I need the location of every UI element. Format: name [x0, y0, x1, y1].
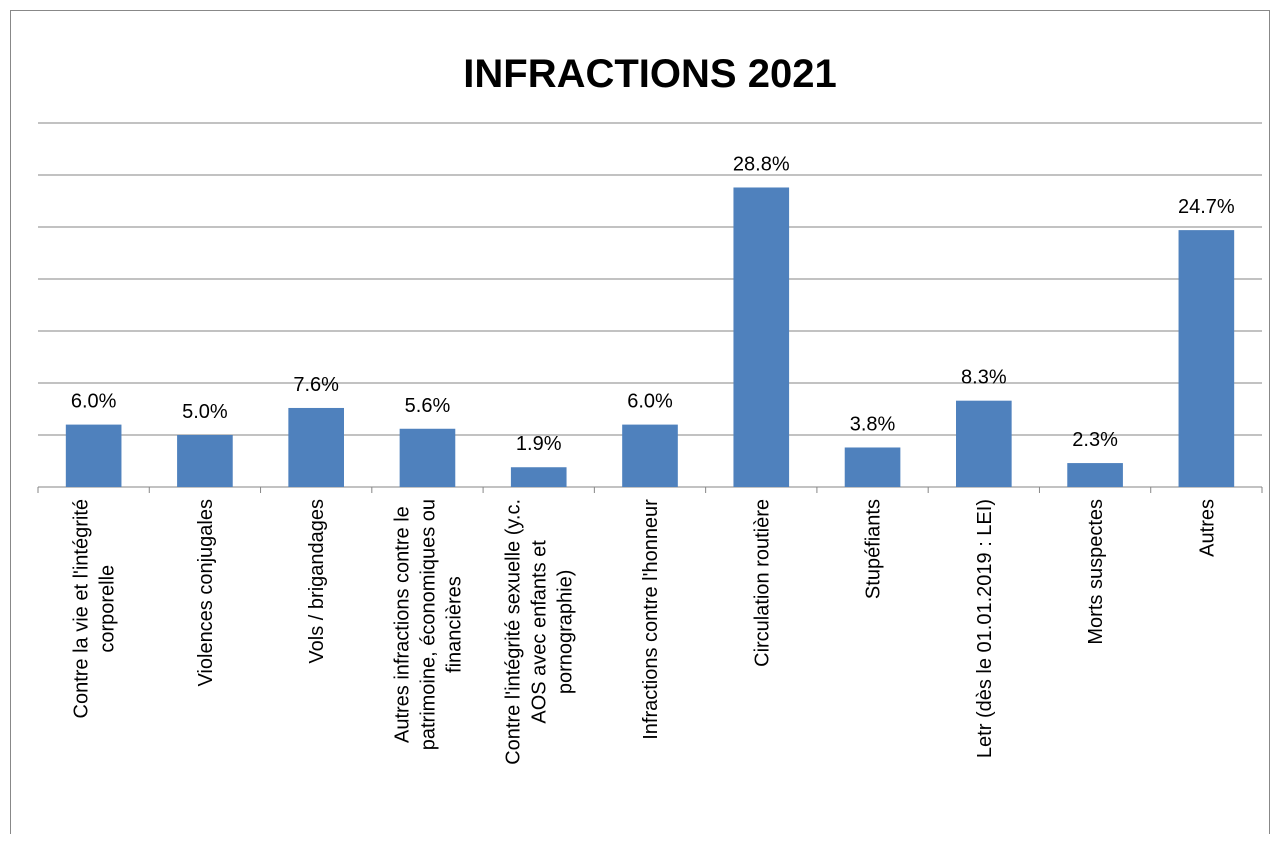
data-label: 28.8% — [733, 153, 790, 175]
gridlines — [38, 122, 1262, 436]
category-label-line: financières — [443, 576, 465, 673]
bar — [733, 187, 790, 488]
category-label-line: Violences conjugales — [195, 499, 217, 687]
data-label: 7.6% — [293, 374, 339, 396]
category-label: Stupéfiants — [863, 499, 885, 599]
category-label-line: AOS avec enfants et — [529, 540, 551, 724]
category-label: Autres infractions contre le patrimoine, … — [391, 499, 465, 750]
category-label: Autres — [1196, 499, 1218, 557]
category-label: Infractions contre l'honneur — [640, 499, 662, 740]
category-label-line: Stupéfiants — [863, 499, 885, 599]
bar — [844, 447, 901, 487]
category-label: Contre l'intégrité sexuelle (y.c. AOS ave… — [503, 499, 577, 765]
data-label: 6.0% — [627, 391, 673, 413]
data-label: 3.8% — [850, 413, 896, 435]
bar — [65, 424, 122, 487]
bar — [956, 400, 1012, 487]
category-label: Vols / brigandages — [306, 499, 328, 664]
category-label-line: patrimoine, économiques ou — [417, 499, 439, 750]
category-label-line: Infractions contre l'honneur — [640, 499, 662, 740]
data-label: 6.0% — [71, 391, 117, 413]
category-label-line: Vols / brigandages — [306, 499, 328, 664]
bar — [399, 428, 456, 487]
category-label-line: Autres — [1196, 499, 1218, 557]
x-axis — [37, 486, 1263, 493]
bars — [65, 187, 1235, 488]
data-label: 5.0% — [182, 401, 228, 423]
category-labels: Contre la vie et l'intégrité corporelle Vi… — [71, 499, 1219, 765]
bar — [1067, 463, 1123, 487]
category-label: Morts suspectes — [1085, 499, 1107, 645]
category-label: Letr (dès le 01.01.2019 : LEI) — [974, 499, 996, 758]
category-label-line: Letr (dès le 01.01.2019 : LEI) — [974, 499, 996, 758]
data-label: 1.9% — [516, 433, 562, 455]
bar — [177, 435, 233, 487]
bar — [622, 424, 678, 487]
chart-frame — [10, 10, 1270, 834]
category-label-line: Autres infractions contre le — [391, 506, 413, 743]
data-label: 8.3% — [961, 367, 1007, 389]
data-label: 2.3% — [1072, 429, 1118, 451]
bar — [288, 407, 344, 487]
category-label-line: Contre l'intégrité sexuelle (y.c. — [503, 499, 525, 765]
category-label: Violences conjugales — [195, 499, 217, 687]
category-label: Contre la vie et l'intégrité corporelle — [71, 499, 119, 718]
category-label-line: corporelle — [97, 565, 119, 653]
bar — [1178, 230, 1235, 487]
data-label: 5.6% — [405, 395, 451, 417]
data-labels: 6.0% 5.0% 7.6% 5.6% 1.9% 6.0% 28.8% 3.8% 8.3% 2.3… — [71, 153, 1235, 455]
category-label-line: pornographie) — [555, 570, 577, 695]
chart-title: INFRACTIONS 2021 — [463, 52, 836, 96]
bar — [510, 467, 567, 487]
data-label: 24.7% — [1178, 196, 1235, 218]
category-label-line: Contre la vie et l'intégrité — [71, 499, 93, 718]
category-label-line: Morts suspectes — [1085, 499, 1107, 645]
category-label: Circulation routière — [751, 499, 773, 667]
category-label-line: Circulation routière — [751, 499, 773, 667]
